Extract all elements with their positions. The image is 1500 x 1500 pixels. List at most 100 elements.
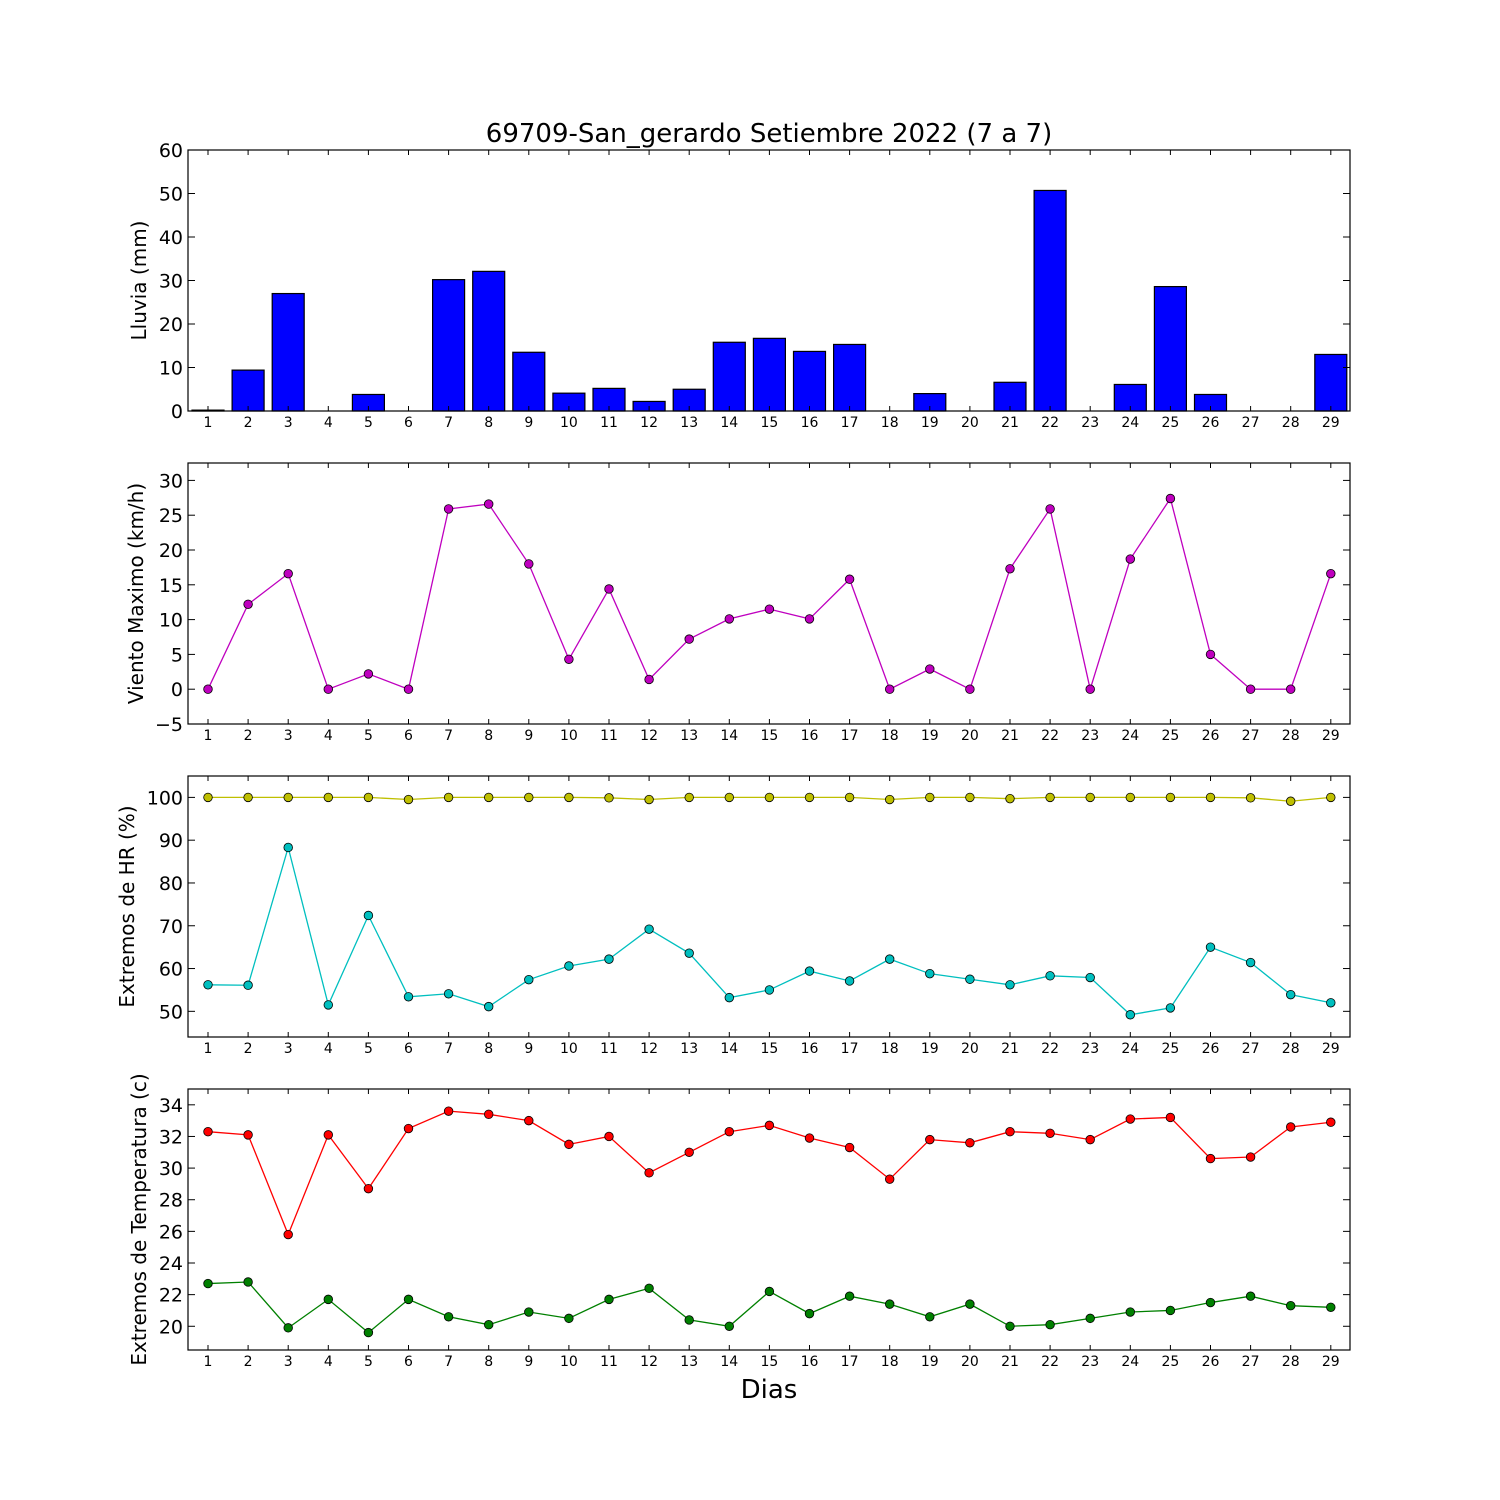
- point-s1-day-16: [804, 1133, 815, 1143]
- point-s2-day-3: [283, 842, 293, 853]
- y-tick-label: 15: [159, 575, 183, 597]
- point-s1-day-13: [684, 1147, 694, 1157]
- x-tick-label: 2: [244, 1041, 253, 1057]
- y-tick-label: 50: [159, 184, 183, 206]
- y-tick-label: 26: [159, 1221, 183, 1243]
- point-s1-day-1: [203, 792, 213, 803]
- x-tick-label: 3: [284, 1354, 293, 1370]
- x-tick-label: 26: [1202, 415, 1220, 431]
- x-tick-label: 14: [720, 1041, 738, 1057]
- point-s2-day-14: [724, 992, 735, 1003]
- point-s2-day-16: [804, 1308, 815, 1319]
- chart-title: 69709-San_gerardo Setiembre 2022 (7 a 7): [486, 119, 1052, 149]
- point-s1-day-21: [1005, 564, 1015, 574]
- point-s1-day-23: [1085, 684, 1095, 694]
- x-tick-label: 16: [801, 415, 819, 431]
- y-tick-label: 100: [147, 787, 183, 809]
- y-axis-label: Viento Maximo (km/h): [124, 483, 148, 704]
- x-tick-label: 2: [244, 1354, 253, 1370]
- point-s1-day-4: [323, 684, 334, 694]
- point-s2-day-24: [1125, 1307, 1136, 1317]
- y-tick-label: 10: [159, 358, 183, 380]
- panel-3: 1 2 3 4 5 6 7 8 9 10 11 12 13 14 15 16 17 18 19 20 21 22 23 24 2…: [115, 775, 1351, 1057]
- point-s1-day-10: [564, 654, 574, 664]
- x-tick-label: 10: [560, 728, 578, 744]
- point-s1-day-15: [764, 792, 775, 803]
- point-s1-day-5: [363, 669, 374, 679]
- x-tick-label: 18: [881, 1041, 899, 1057]
- point-s2-day-25: [1165, 1305, 1176, 1316]
- point-s1-day-24: [1125, 554, 1136, 564]
- y-axis-label: Extremos de Temperatura (c): [127, 1073, 151, 1365]
- point-s1-day-22: [1045, 1128, 1055, 1138]
- point-s2-day-7: [443, 989, 454, 999]
- x-tick-label: 24: [1121, 1354, 1139, 1370]
- y-tick-label: 34: [159, 1095, 183, 1117]
- x-tick-label: 11: [600, 1354, 618, 1370]
- x-tick-label: 6: [404, 728, 413, 744]
- x-tick-label: 29: [1322, 1041, 1340, 1057]
- point-s2-day-12: [644, 924, 654, 934]
- point-s1-day-22: [1045, 792, 1055, 803]
- point-s1-day-11: [604, 584, 614, 594]
- y-tick-label: 30: [159, 1158, 183, 1180]
- x-tick-label: 6: [404, 415, 413, 431]
- x-tick-label: 5: [364, 1041, 373, 1057]
- point-s1-day-23: [1085, 1134, 1095, 1145]
- point-s1-day-13: [684, 634, 694, 644]
- y-tick-label: 30: [159, 470, 183, 492]
- bar-day-15: [752, 337, 787, 412]
- point-s2-day-5: [363, 1327, 374, 1338]
- y-tick-label: 10: [159, 610, 183, 632]
- point-s2-day-20: [965, 974, 975, 984]
- x-tick-label: 11: [600, 728, 618, 744]
- point-s1-day-6: [403, 684, 414, 694]
- x-tick-label: 13: [680, 1354, 698, 1370]
- x-tick-label: 13: [680, 728, 698, 744]
- x-tick-label: 7: [444, 1041, 453, 1057]
- point-s2-day-4: [323, 1000, 334, 1010]
- point-s2-day-17: [844, 1291, 855, 1301]
- point-s1-day-8: [484, 1109, 494, 1120]
- y-tick-label: 60: [159, 959, 183, 981]
- x-tick-label: 10: [560, 1041, 578, 1057]
- x-tick-label: 3: [284, 415, 293, 431]
- point-s1-day-10: [564, 1139, 574, 1150]
- x-tick-label: 20: [961, 1354, 979, 1370]
- point-s1-day-3: [283, 1229, 293, 1240]
- point-s2-day-9: [524, 974, 534, 985]
- x-tick-label: 6: [404, 1041, 413, 1057]
- x-tick-label: 14: [720, 1354, 738, 1370]
- bar-day-17: [832, 343, 867, 412]
- point-s1-day-7: [443, 504, 454, 514]
- x-tick-label: 12: [640, 1354, 658, 1370]
- point-s1-day-28: [1285, 1122, 1296, 1132]
- panel-1: 1 2 3 4 5 6 7 8 9 10 11 12 13 14 15 16 17 18 19 20 21 22 23 24 2…: [127, 140, 1351, 431]
- x-tick-label: 28: [1282, 1354, 1300, 1370]
- x-tick-label: 11: [600, 1041, 618, 1057]
- x-tick-label: 8: [484, 415, 493, 431]
- y-tick-label: 80: [159, 873, 183, 895]
- point-s1-day-25: [1165, 792, 1176, 803]
- x-axis-label: Dias: [741, 1375, 798, 1405]
- point-s1-day-21: [1005, 793, 1015, 804]
- panels: 1 2 3 4 5 6 7 8 9 10 11 12 13 14 15 16 17 18 19 20 21 22 23 24 2…: [115, 140, 1351, 1405]
- x-tick-label: 15: [760, 1354, 778, 1370]
- x-tick-label: 25: [1161, 415, 1179, 431]
- x-tick-label: 20: [961, 728, 979, 744]
- point-s2-day-23: [1085, 972, 1095, 983]
- x-tick-label: 12: [640, 728, 658, 744]
- point-s2-day-21: [1005, 980, 1015, 990]
- y-tick-label: 22: [159, 1285, 183, 1307]
- x-tick-label: 20: [961, 1041, 979, 1057]
- x-tick-label: 19: [921, 728, 939, 744]
- x-tick-label: 15: [760, 1041, 778, 1057]
- x-tick-label: 29: [1322, 1354, 1340, 1370]
- point-s1-day-24: [1125, 1114, 1136, 1124]
- bar-day-16: [792, 350, 827, 412]
- y-tick-label: −5: [155, 714, 183, 736]
- point-s2-day-13: [684, 948, 694, 958]
- x-tick-label: 1: [204, 1354, 213, 1370]
